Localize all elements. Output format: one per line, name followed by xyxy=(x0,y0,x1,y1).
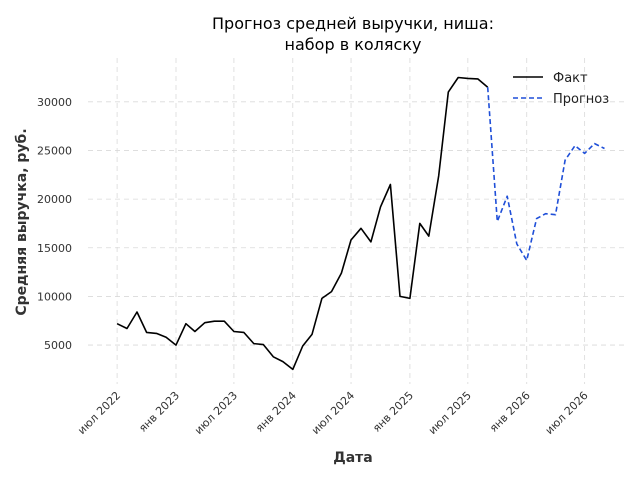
y-tick-label: 5000 xyxy=(44,339,72,352)
y-tick-label: 20000 xyxy=(37,193,72,206)
y-tick-label: 25000 xyxy=(37,144,72,157)
x-tick-label: янв 2026 xyxy=(487,389,533,435)
x-tick-label: июл 2026 xyxy=(543,389,591,437)
legend-label-forecast: Прогноз xyxy=(553,92,609,107)
x-tick-label: июл 2024 xyxy=(309,389,357,437)
legend: Факт Прогноз xyxy=(513,71,609,107)
grid xyxy=(88,58,624,384)
x-tick-label: янв 2023 xyxy=(136,389,182,435)
y-tick-label: 30000 xyxy=(37,96,72,109)
series-line-fact xyxy=(116,76,489,371)
y-tick-label: 15000 xyxy=(37,242,72,255)
series-line-forecast xyxy=(486,87,605,262)
x-tick-label: июл 2022 xyxy=(75,389,123,437)
y-axis-label: Средняя выручка, руб. xyxy=(14,128,30,315)
y-tick-label: 10000 xyxy=(37,290,72,303)
x-tick-label: янв 2024 xyxy=(253,389,299,435)
chart-title-line-2: набор в коляску xyxy=(285,35,422,54)
x-tick-label: июл 2023 xyxy=(192,389,240,437)
series-layer xyxy=(116,76,605,371)
chart-title-line-1: Прогноз средней выручки, ниша: xyxy=(212,14,494,33)
x-tick-label: июл 2025 xyxy=(426,389,474,437)
legend-label-fact: Факт xyxy=(553,71,588,86)
tick-labels: 5000 10000 15000 20000 25000 30000 июл 2022 янв… xyxy=(37,96,591,437)
x-tick-label: янв 2025 xyxy=(370,389,416,435)
x-axis-label: Дата xyxy=(333,450,372,466)
